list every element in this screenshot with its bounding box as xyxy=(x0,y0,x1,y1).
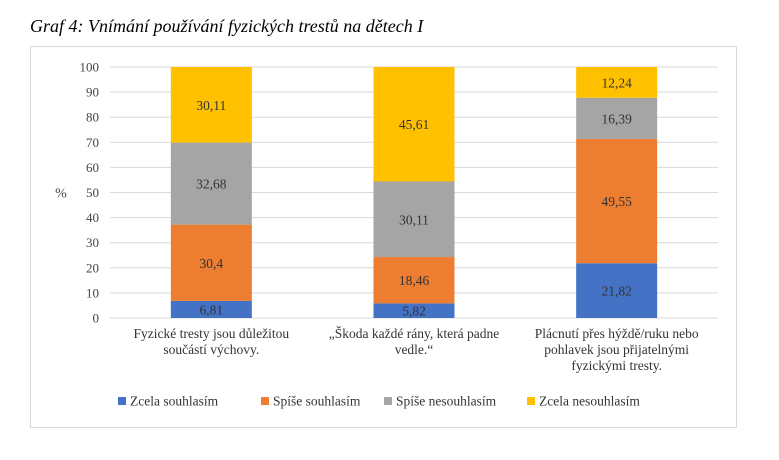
bar-segment xyxy=(373,181,455,258)
bar-segment xyxy=(576,97,658,139)
data-label: 30,11 xyxy=(196,98,226,113)
category-label: Plácnutí přes hýždě/ruku nebo xyxy=(535,326,699,341)
legend-swatch xyxy=(527,397,535,405)
y-axis-title: % xyxy=(55,187,67,202)
chart-caption: Graf 4: Vnímání používání fyzických tres… xyxy=(30,16,424,36)
chart-frame: 0 10 20 30 40 50 60 70 80 90 100 % 6,81 30,4 32,68 30… xyxy=(30,46,737,428)
data-label: 45,61 xyxy=(399,117,429,132)
bar-segment xyxy=(373,67,455,182)
legend-label: Zcela souhlasím xyxy=(130,394,219,409)
data-label: 32,68 xyxy=(196,177,227,192)
y-tick-label: 10 xyxy=(86,285,99,300)
legend-swatch xyxy=(261,397,269,405)
y-tick-label: 30 xyxy=(86,235,99,250)
bar-segment xyxy=(576,263,658,318)
y-tick-label: 40 xyxy=(86,210,99,225)
category-label: vedle.“ xyxy=(395,342,434,357)
y-axis-ticks: 0 10 20 30 40 50 60 70 80 90 100 xyxy=(80,60,100,326)
legend: Zcela souhlasím Spíše souhlasím Spíše neso… xyxy=(118,394,640,409)
y-tick-label: 70 xyxy=(86,135,99,150)
category-label: „Škoda každé rány, která padne xyxy=(329,326,499,341)
legend-label: Spíše souhlasím xyxy=(273,394,361,409)
data-labels: 6,81 30,4 32,68 30,11 5,82 18,46 30,11 45,61 21,… xyxy=(196,75,632,318)
bar-segment xyxy=(373,303,455,318)
data-label: 30,11 xyxy=(399,212,429,227)
stacked-bar-chart: 0 10 20 30 40 50 60 70 80 90 100 % 6,81 30,4 32,68 30… xyxy=(55,60,718,409)
y-tick-label: 0 xyxy=(93,311,100,326)
legend-swatch xyxy=(384,397,392,405)
bar-segment xyxy=(576,67,658,98)
bar-segment xyxy=(170,67,252,143)
category-label: součástí výchovy. xyxy=(163,342,259,357)
y-tick-label: 20 xyxy=(86,260,99,275)
category-label: pohlavek jsou přijatelnými xyxy=(544,342,689,357)
category-label: Fyzické tresty jsou důležitou xyxy=(134,326,290,341)
data-label: 18,46 xyxy=(399,273,430,288)
category-label: fyzickými tresty. xyxy=(571,358,662,373)
bar-segment xyxy=(170,300,252,318)
data-label: 12,24 xyxy=(601,75,632,90)
y-tick-label: 90 xyxy=(86,85,99,100)
legend-label: Zcela nesouhlasím xyxy=(539,394,640,409)
y-tick-label: 60 xyxy=(86,160,99,175)
data-label: 16,39 xyxy=(601,111,632,126)
bar-segment xyxy=(170,142,252,225)
data-label: 6,81 xyxy=(200,302,224,317)
y-tick-label: 100 xyxy=(80,60,100,75)
bar-segment xyxy=(170,224,252,301)
data-label: 30,4 xyxy=(200,256,224,271)
bar-segment xyxy=(373,257,455,304)
data-label: 5,82 xyxy=(402,304,426,319)
bar-segment xyxy=(576,138,658,264)
y-tick-label: 50 xyxy=(86,185,99,200)
bars xyxy=(170,67,658,318)
legend-swatch xyxy=(118,397,126,405)
data-label: 21,82 xyxy=(601,284,631,299)
y-tick-label: 80 xyxy=(86,110,99,125)
legend-label: Spíše nesouhlasím xyxy=(396,394,497,409)
data-label: 49,55 xyxy=(601,194,632,209)
